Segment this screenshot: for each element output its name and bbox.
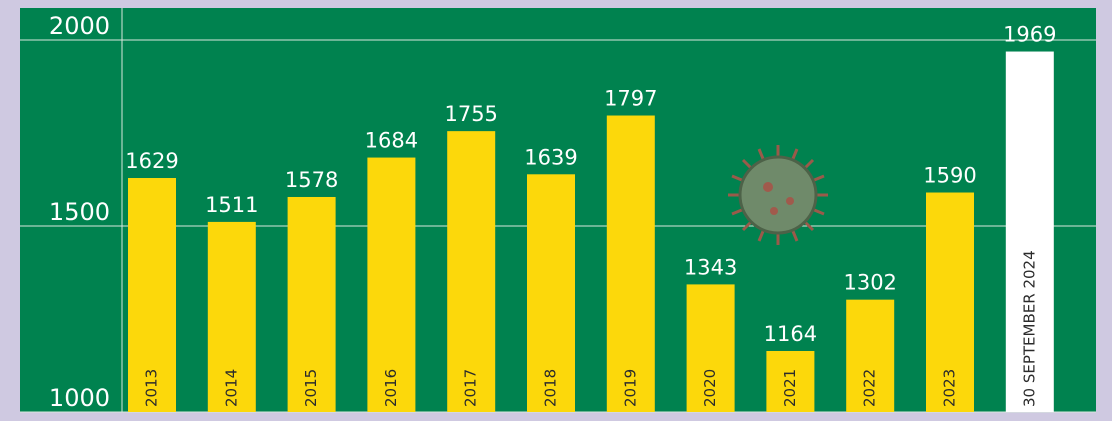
- value-label: 1578: [285, 168, 338, 192]
- x-tick-label: 2016: [382, 369, 400, 407]
- x-tick-label: 2021: [781, 369, 799, 407]
- x-tick-label: 2020: [701, 369, 719, 407]
- value-label: 1755: [444, 102, 497, 126]
- value-label: 1511: [205, 193, 258, 217]
- value-label: 1969: [1003, 23, 1056, 47]
- value-label: 1164: [764, 322, 817, 346]
- x-tick-label: 2022: [861, 369, 879, 407]
- y-tick-label: 2000: [49, 12, 110, 40]
- x-tick-label: 2017: [462, 369, 480, 407]
- bar: [607, 116, 655, 412]
- value-label: 1590: [923, 164, 976, 188]
- x-tick-label: 2019: [621, 369, 639, 407]
- x-tick-label: 2013: [143, 369, 161, 407]
- value-label: 1343: [684, 255, 737, 279]
- x-tick-label: 2014: [222, 369, 240, 407]
- value-label: 1797: [604, 87, 657, 111]
- y-tick-label: 1500: [49, 198, 110, 226]
- chart: 1000 1500 2000 1629 2013 1511 2014 1578 2015 1684…: [0, 0, 1112, 421]
- x-tick-label: 2015: [302, 369, 320, 407]
- page: {"chart_data": {"type": "bar", "categori…: [0, 0, 1112, 421]
- x-tick-label: 2023: [941, 369, 959, 407]
- value-label: 1684: [365, 129, 418, 153]
- x-tick-label: 2018: [542, 369, 560, 407]
- value-label: 1629: [125, 149, 178, 173]
- y-tick-label: 1000: [49, 384, 110, 412]
- x-tick-label: 30 SEPTEMBER 2024: [1020, 250, 1038, 407]
- virus-illustration: [728, 145, 828, 245]
- value-label: 1302: [843, 271, 896, 295]
- value-label: 1639: [524, 145, 577, 169]
